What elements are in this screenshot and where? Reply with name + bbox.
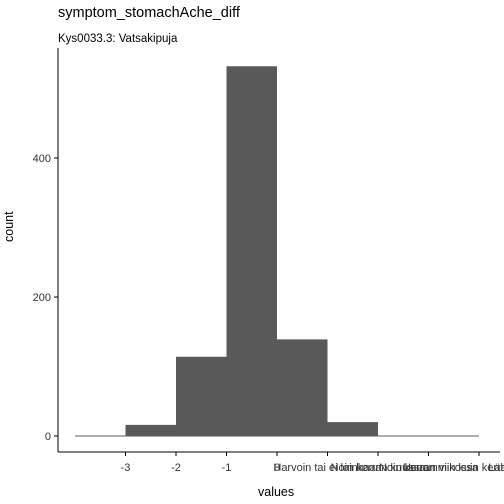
chart-subtitle: Kys0033.3: Vatsakipuja [58, 33, 178, 45]
y-axis-label: count [2, 211, 16, 242]
y-axis-label-wrap: count [2, 211, 26, 270]
x-tick-label: Harvoin tai ei lainkaan [273, 462, 381, 474]
histogram-bar [125, 424, 176, 436]
y-tick-label: 200 [33, 292, 51, 304]
y-tick-label: 400 [33, 153, 51, 165]
x-tick-label: Useammin kuin kerran viikossa [403, 462, 504, 474]
histogram-bar [226, 66, 277, 436]
x-tick-label: Lähes joka päivä [488, 462, 504, 474]
x-axis-label: values [258, 485, 295, 499]
x-tick-label: -2 [171, 462, 181, 474]
x-tick-label: -1 [222, 462, 232, 474]
x-tick-label: Noin kerran kuussa [331, 462, 427, 474]
histogram-bar [277, 339, 328, 436]
y-tick-label: 0 [45, 431, 51, 443]
x-tick-label: 0 [274, 462, 280, 474]
x-tick-label: Noin kerran viikossa [379, 462, 479, 474]
chart-title: symptom_stomachAche_diff [58, 5, 240, 21]
histogram-bar [327, 422, 378, 436]
histogram-bar [176, 356, 227, 436]
x-tick-label: -3 [121, 462, 131, 474]
